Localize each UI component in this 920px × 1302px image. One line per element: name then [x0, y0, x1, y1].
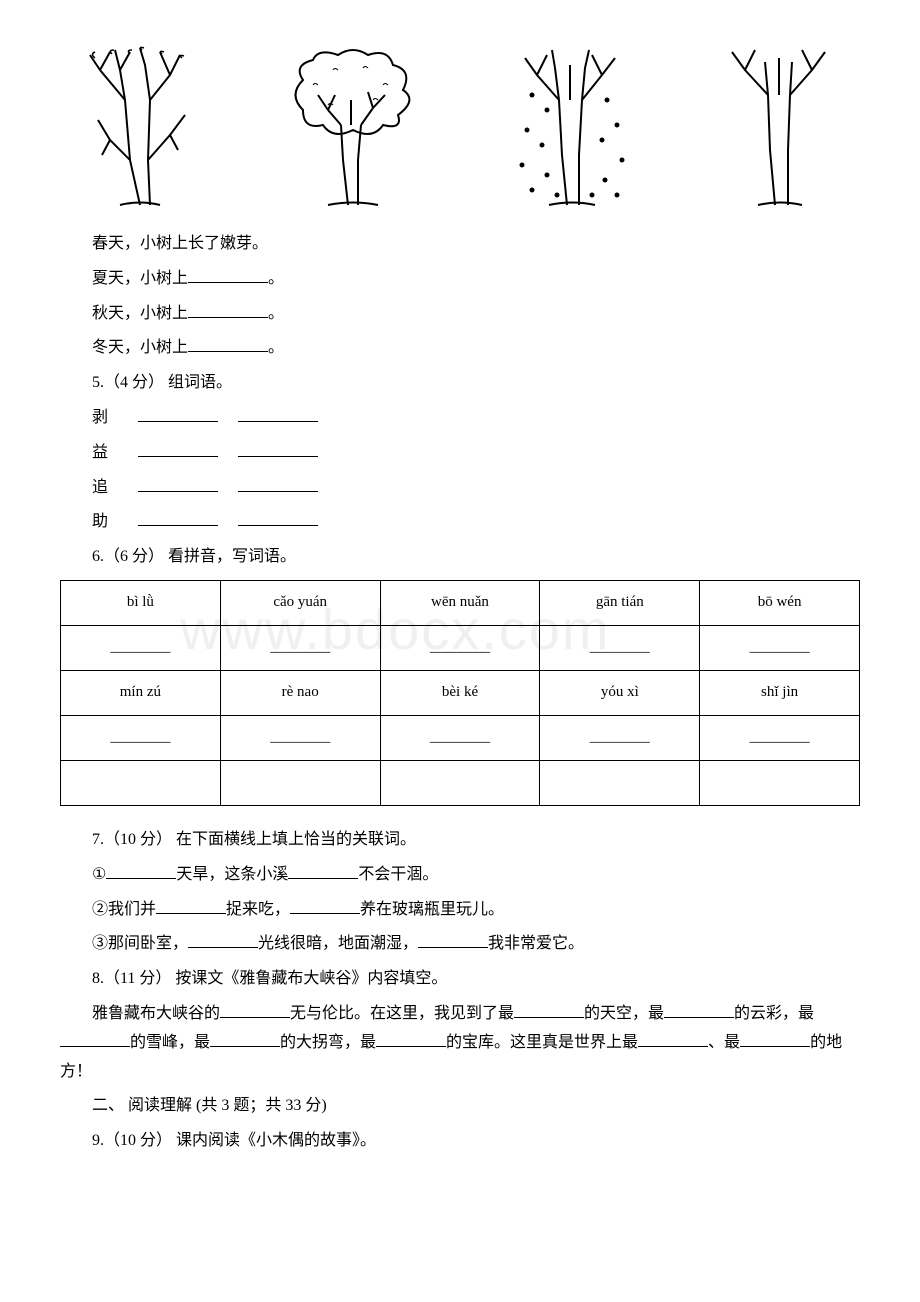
pinyin-cell: cǎo yuán — [220, 580, 380, 625]
tree-winter-icon — [710, 40, 850, 210]
section-2-heading: 二、 阅读理解 (共 3 题；共 33 分) — [60, 1092, 860, 1121]
blank-cell: ________ — [220, 625, 380, 670]
spring-line: 春天，小树上长了嫩芽。 — [60, 230, 860, 259]
blank-cell: ________ — [700, 625, 860, 670]
tree-summer-icon — [273, 40, 433, 210]
q5-char-4: 助 — [60, 508, 860, 537]
pinyin-cell: bō wén — [700, 580, 860, 625]
pinyin-cell: yóu xì — [540, 670, 700, 715]
blank-cell: ________ — [700, 715, 860, 760]
pinyin-cell: bì lǜ — [61, 580, 221, 625]
q5-prompt: 5.（4 分） 组词语。 — [60, 369, 860, 398]
q6-table: bì lǜ cǎo yuán wēn nuǎn gān tián bō wén … — [60, 580, 860, 806]
tree-spring-icon — [70, 40, 210, 210]
q5-char-2: 益 — [60, 439, 860, 468]
q7-item-3: ③那间卧室，光线很暗，地面潮湿，我非常爱它。 — [60, 930, 860, 959]
table-row — [61, 760, 860, 805]
pinyin-cell: mín zú — [61, 670, 221, 715]
q6-prompt: 6.（6 分） 看拼音，写词语。 — [60, 543, 860, 572]
blank-cell — [700, 760, 860, 805]
blank-cell — [61, 760, 221, 805]
tree-images-row — [60, 40, 860, 210]
autumn-line: 秋天，小树上。 — [60, 300, 860, 329]
blank-cell: ________ — [61, 625, 221, 670]
pinyin-cell: rè nao — [220, 670, 380, 715]
q7-item-2: ②我们并捉来吃，养在玻璃瓶里玩儿。 — [60, 896, 860, 925]
blank-cell — [540, 760, 700, 805]
table-row: ________ ________ ________ ________ ____… — [61, 715, 860, 760]
blank-cell — [220, 760, 380, 805]
blank-cell: ________ — [380, 715, 540, 760]
pinyin-cell: wēn nuǎn — [380, 580, 540, 625]
tree-autumn-icon — [497, 40, 647, 210]
blank-cell: ________ — [540, 715, 700, 760]
table-row: mín zú rè nao bèi ké yóu xì shǐ jìn — [61, 670, 860, 715]
q8-prompt: 8.（11 分） 按课文《雅鲁藏布大峡谷》内容填空。 — [60, 965, 860, 994]
pinyin-cell: bèi ké — [380, 670, 540, 715]
q7-prompt: 7.（10 分） 在下面横线上填上恰当的关联词。 — [60, 826, 860, 855]
pinyin-cell: shǐ jìn — [700, 670, 860, 715]
blank-cell: ________ — [380, 625, 540, 670]
pinyin-cell: gān tián — [540, 580, 700, 625]
blank-cell: ________ — [61, 715, 221, 760]
q5-char-3: 追 — [60, 474, 860, 503]
table-row: ________ ________ ________ ________ ____… — [61, 625, 860, 670]
q7-item-1: ①天旱，这条小溪不会干涸。 — [60, 861, 860, 890]
q9-prompt: 9.（10 分） 课内阅读《小木偶的故事》。 — [60, 1127, 860, 1156]
blank-cell: ________ — [540, 625, 700, 670]
table-row: bì lǜ cǎo yuán wēn nuǎn gān tián bō wén — [61, 580, 860, 625]
blank-cell — [380, 760, 540, 805]
page-content: www.bdocx.com — [60, 40, 860, 1156]
winter-line: 冬天，小树上。 — [60, 334, 860, 363]
summer-line: 夏天，小树上。 — [60, 265, 860, 294]
q5-char-1: 剥 — [60, 404, 860, 433]
q8-text: 雅鲁藏布大峡谷的无与伦比。在这里，我见到了最的天空，最的云彩，最的雪峰，最的大拐… — [60, 1000, 860, 1086]
blank-cell: ________ — [220, 715, 380, 760]
